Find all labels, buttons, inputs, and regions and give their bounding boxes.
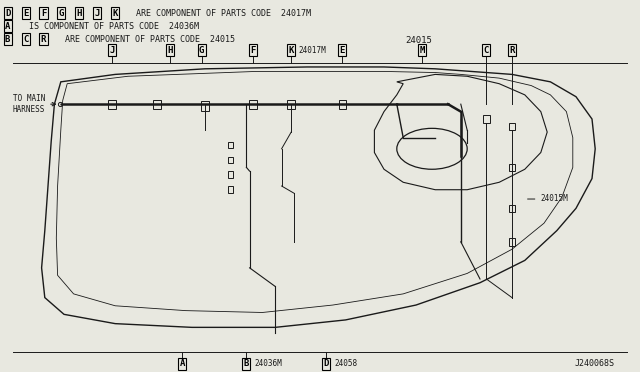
Text: J240068S: J240068S [575, 359, 614, 368]
Bar [108, 100, 116, 109]
Bar [509, 164, 515, 171]
Text: J: J [95, 9, 100, 17]
Bar [509, 205, 515, 212]
Bar [339, 100, 346, 109]
Text: B: B [244, 359, 249, 368]
Text: C: C [484, 46, 489, 55]
Text: F: F [41, 9, 46, 17]
Text: K: K [113, 9, 118, 17]
Text: R: R [509, 46, 515, 55]
Bar [228, 186, 233, 193]
Text: 24036M: 24036M [254, 359, 282, 368]
Text: G: G [199, 46, 204, 55]
Text: TO MAIN
HARNESS: TO MAIN HARNESS [13, 94, 45, 114]
Bar [228, 142, 233, 148]
Text: K: K [289, 46, 294, 55]
Text: C: C [23, 35, 28, 44]
Bar [153, 100, 161, 109]
Text: A: A [180, 359, 185, 368]
Text: R: R [41, 35, 46, 44]
Bar [201, 101, 209, 111]
Text: IS COMPONENT OF PARTS CODE  24036M: IS COMPONENT OF PARTS CODE 24036M [29, 22, 199, 31]
Text: H: H [167, 46, 172, 55]
Text: A: A [5, 22, 10, 31]
Text: D: D [5, 9, 10, 17]
Bar [483, 115, 490, 123]
Bar [228, 171, 233, 178]
Text: ARE COMPONENT OF PARTS CODE  24015: ARE COMPONENT OF PARTS CODE 24015 [65, 35, 235, 44]
Text: J: J [109, 46, 115, 55]
Bar [287, 100, 295, 109]
Text: G: G [59, 9, 64, 17]
Text: H: H [77, 9, 82, 17]
Text: 24015M: 24015M [541, 194, 568, 203]
Text: F: F [250, 46, 255, 55]
Text: E: E [340, 46, 345, 55]
Text: B: B [5, 35, 10, 44]
Text: 24017M: 24017M [299, 46, 326, 55]
Bar [228, 157, 233, 163]
Bar [249, 100, 257, 109]
Text: E: E [23, 9, 28, 17]
Text: M: M [420, 46, 425, 55]
Text: D: D [324, 359, 329, 368]
Text: 24058: 24058 [334, 359, 357, 368]
Text: 24015: 24015 [406, 36, 433, 45]
Bar [509, 238, 515, 246]
Text: ARE COMPONENT OF PARTS CODE  24017M: ARE COMPONENT OF PARTS CODE 24017M [136, 9, 311, 17]
Bar [509, 123, 515, 130]
